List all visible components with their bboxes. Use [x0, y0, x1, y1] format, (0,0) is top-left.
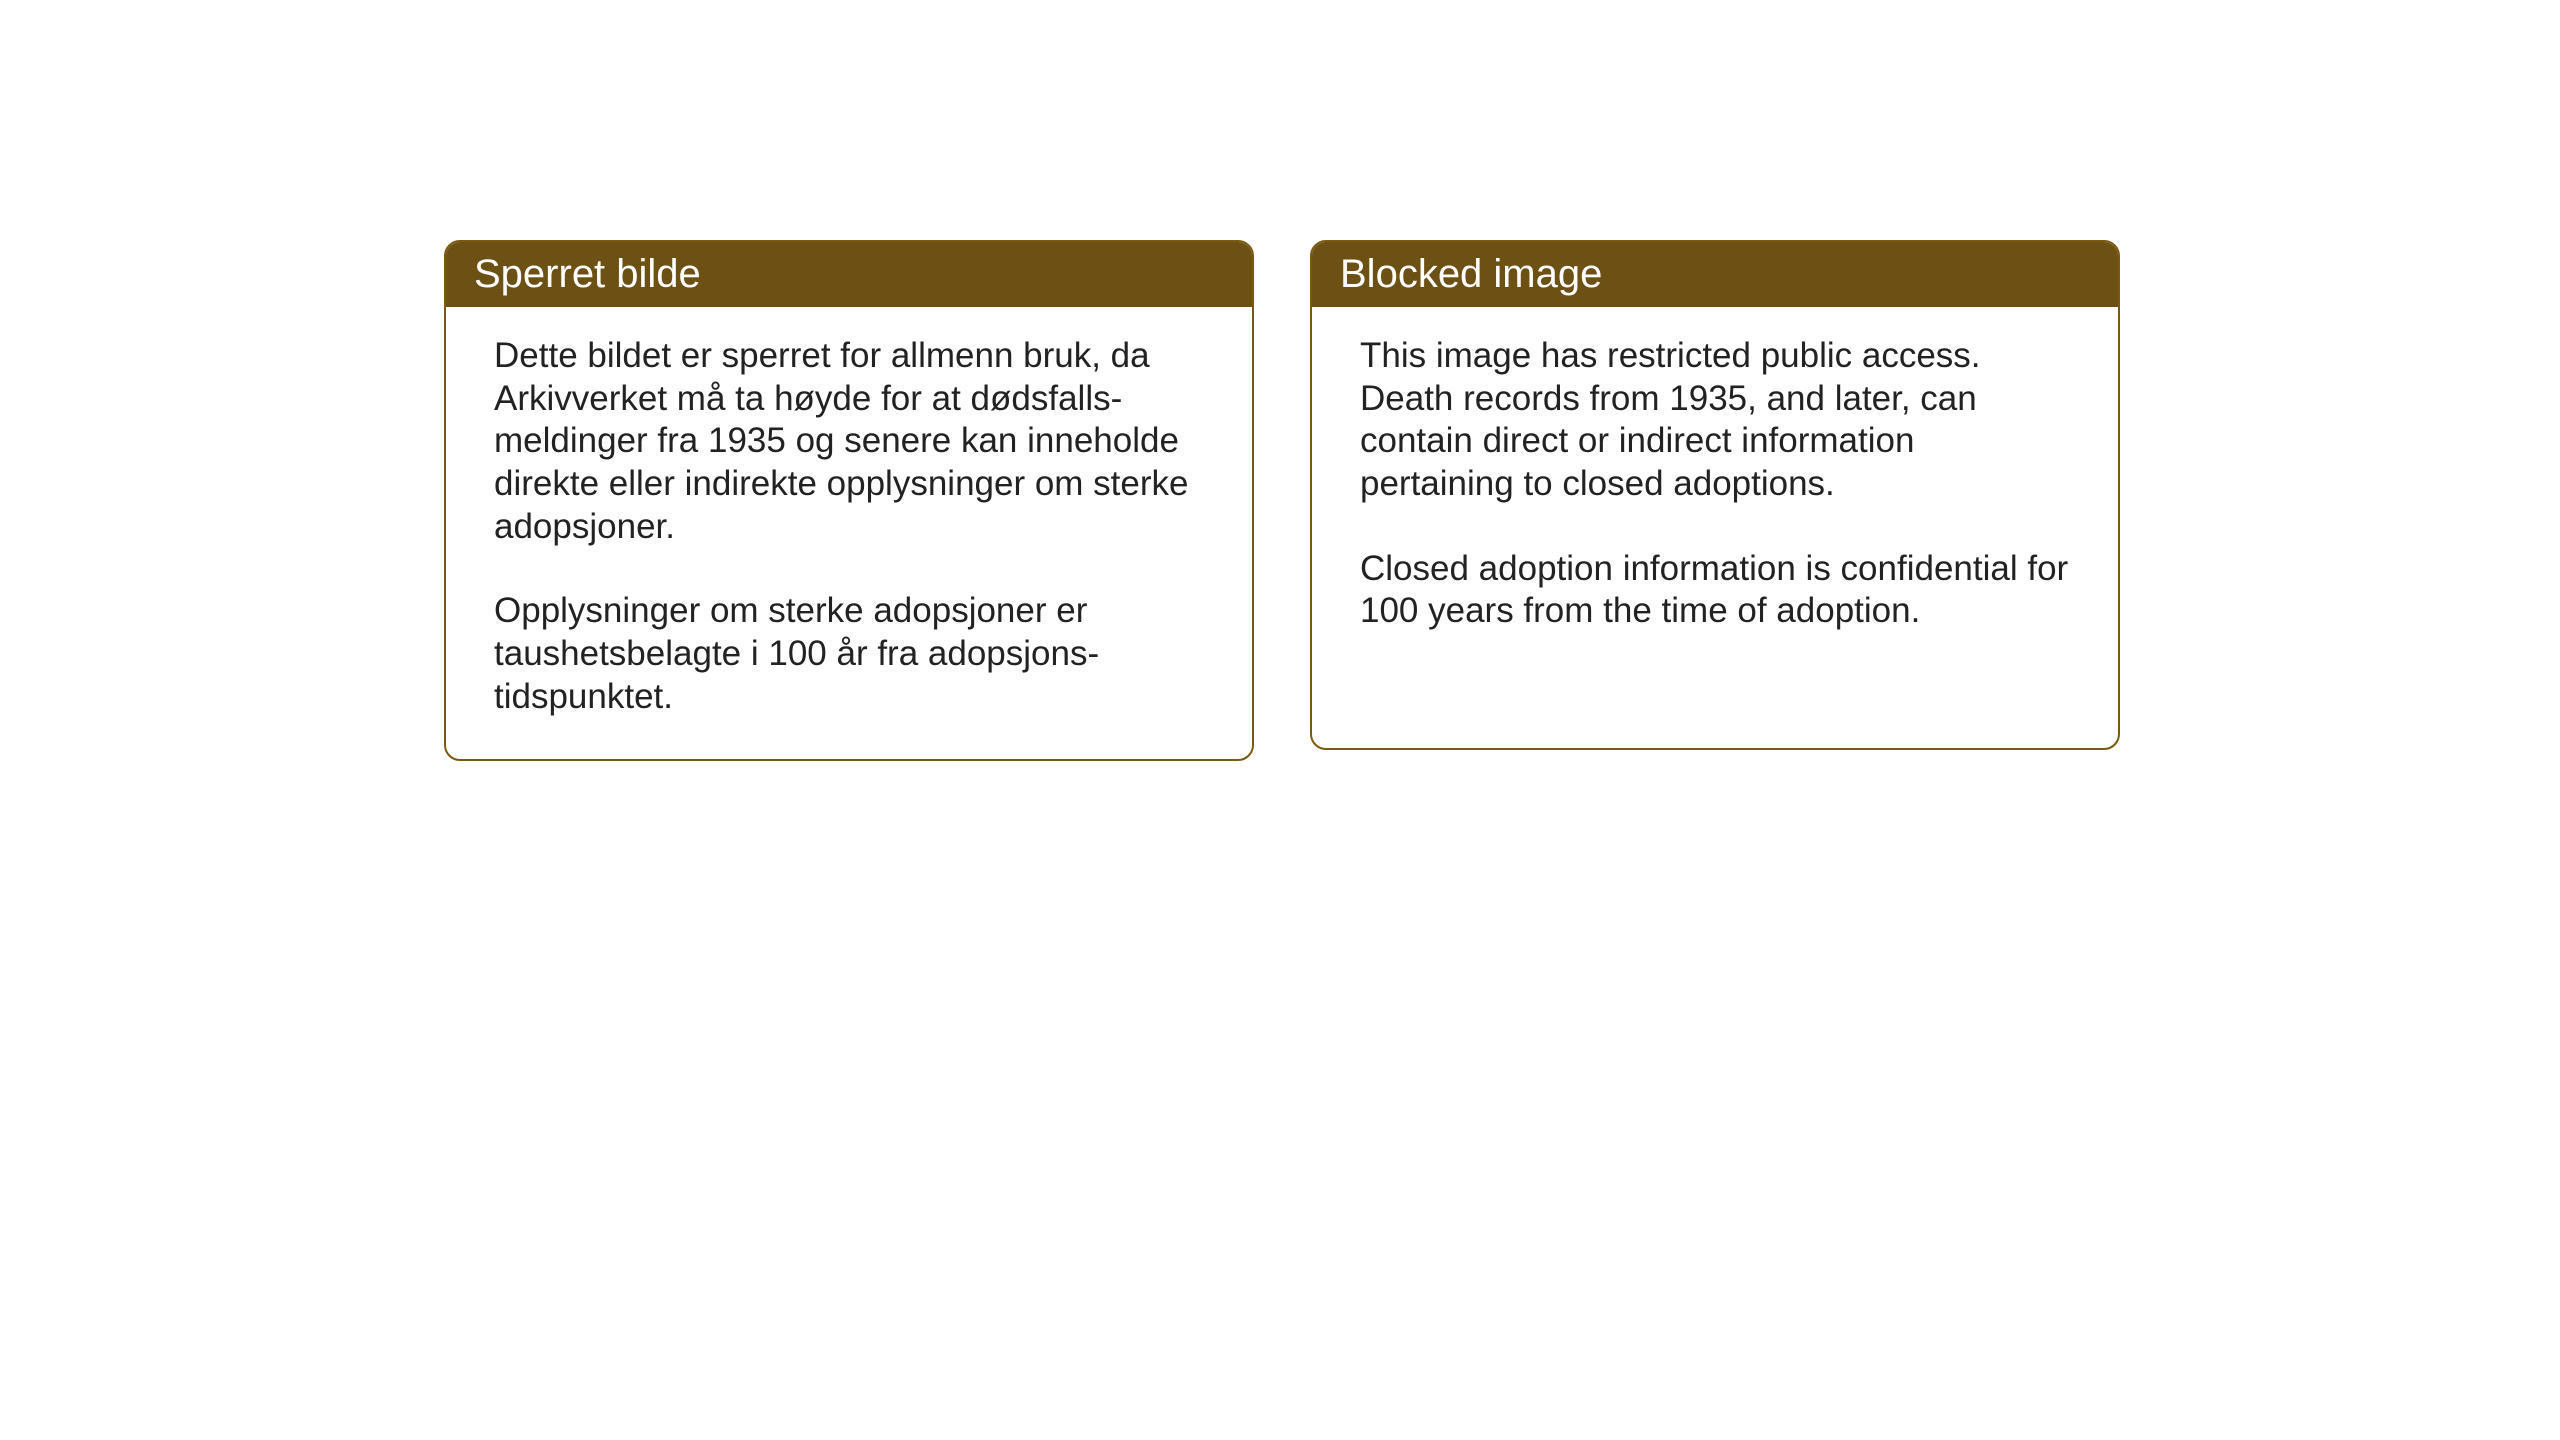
norwegian-card-body: Dette bildet er sperret for allmenn bruk…	[446, 307, 1252, 759]
english-notice-card: Blocked image This image has restricted …	[1310, 240, 2120, 750]
norwegian-paragraph-2: Opplysninger om sterke adopsjoner er tau…	[494, 590, 1204, 718]
norwegian-card-title: Sperret bilde	[446, 242, 1252, 307]
norwegian-paragraph-1: Dette bildet er sperret for allmenn bruk…	[494, 335, 1204, 548]
english-paragraph-1: This image has restricted public access.…	[1360, 335, 2070, 506]
english-card-title: Blocked image	[1312, 242, 2118, 307]
notice-container: Sperret bilde Dette bildet er sperret fo…	[444, 240, 2120, 761]
norwegian-notice-card: Sperret bilde Dette bildet er sperret fo…	[444, 240, 1254, 761]
english-card-body: This image has restricted public access.…	[1312, 307, 2118, 673]
english-paragraph-2: Closed adoption information is confident…	[1360, 548, 2070, 633]
